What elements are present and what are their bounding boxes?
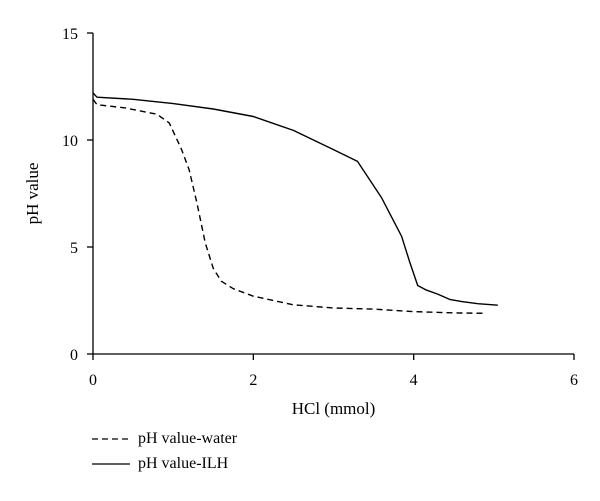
- series-layer: [92, 92, 498, 314]
- legend-label-ilh: pH value-ILH: [138, 455, 229, 472]
- y-tick-label: 15: [62, 26, 78, 43]
- axes: [92, 33, 574, 355]
- x-ticks: 0 2 4 6: [89, 354, 578, 389]
- y-tick-label: 10: [62, 133, 78, 150]
- legend: pH value-water pH value-ILH: [92, 428, 237, 478]
- y-tick-label: 5: [70, 240, 78, 257]
- y-axis-label: pH value: [23, 163, 42, 225]
- dashed-line-swatch-icon: [92, 438, 130, 440]
- legend-item-ilh: pH value-ILH: [92, 453, 237, 475]
- legend-item-water: pH value-water: [92, 428, 237, 450]
- y-tick-label: 0: [70, 347, 78, 364]
- x-tick-label: 0: [89, 372, 97, 389]
- series-line-water: [92, 98, 486, 314]
- legend-label-water: pH value-water: [138, 430, 238, 447]
- x-tick-label: 2: [249, 372, 257, 389]
- x-tick-label: 6: [570, 372, 578, 389]
- x-tick-label: 4: [410, 372, 418, 389]
- x-axis-label: HCl (mmol): [292, 399, 376, 418]
- series-line-ilh: [92, 92, 498, 306]
- y-ticks: 0 5 10 15: [62, 26, 93, 364]
- solid-line-swatch-icon: [92, 463, 130, 465]
